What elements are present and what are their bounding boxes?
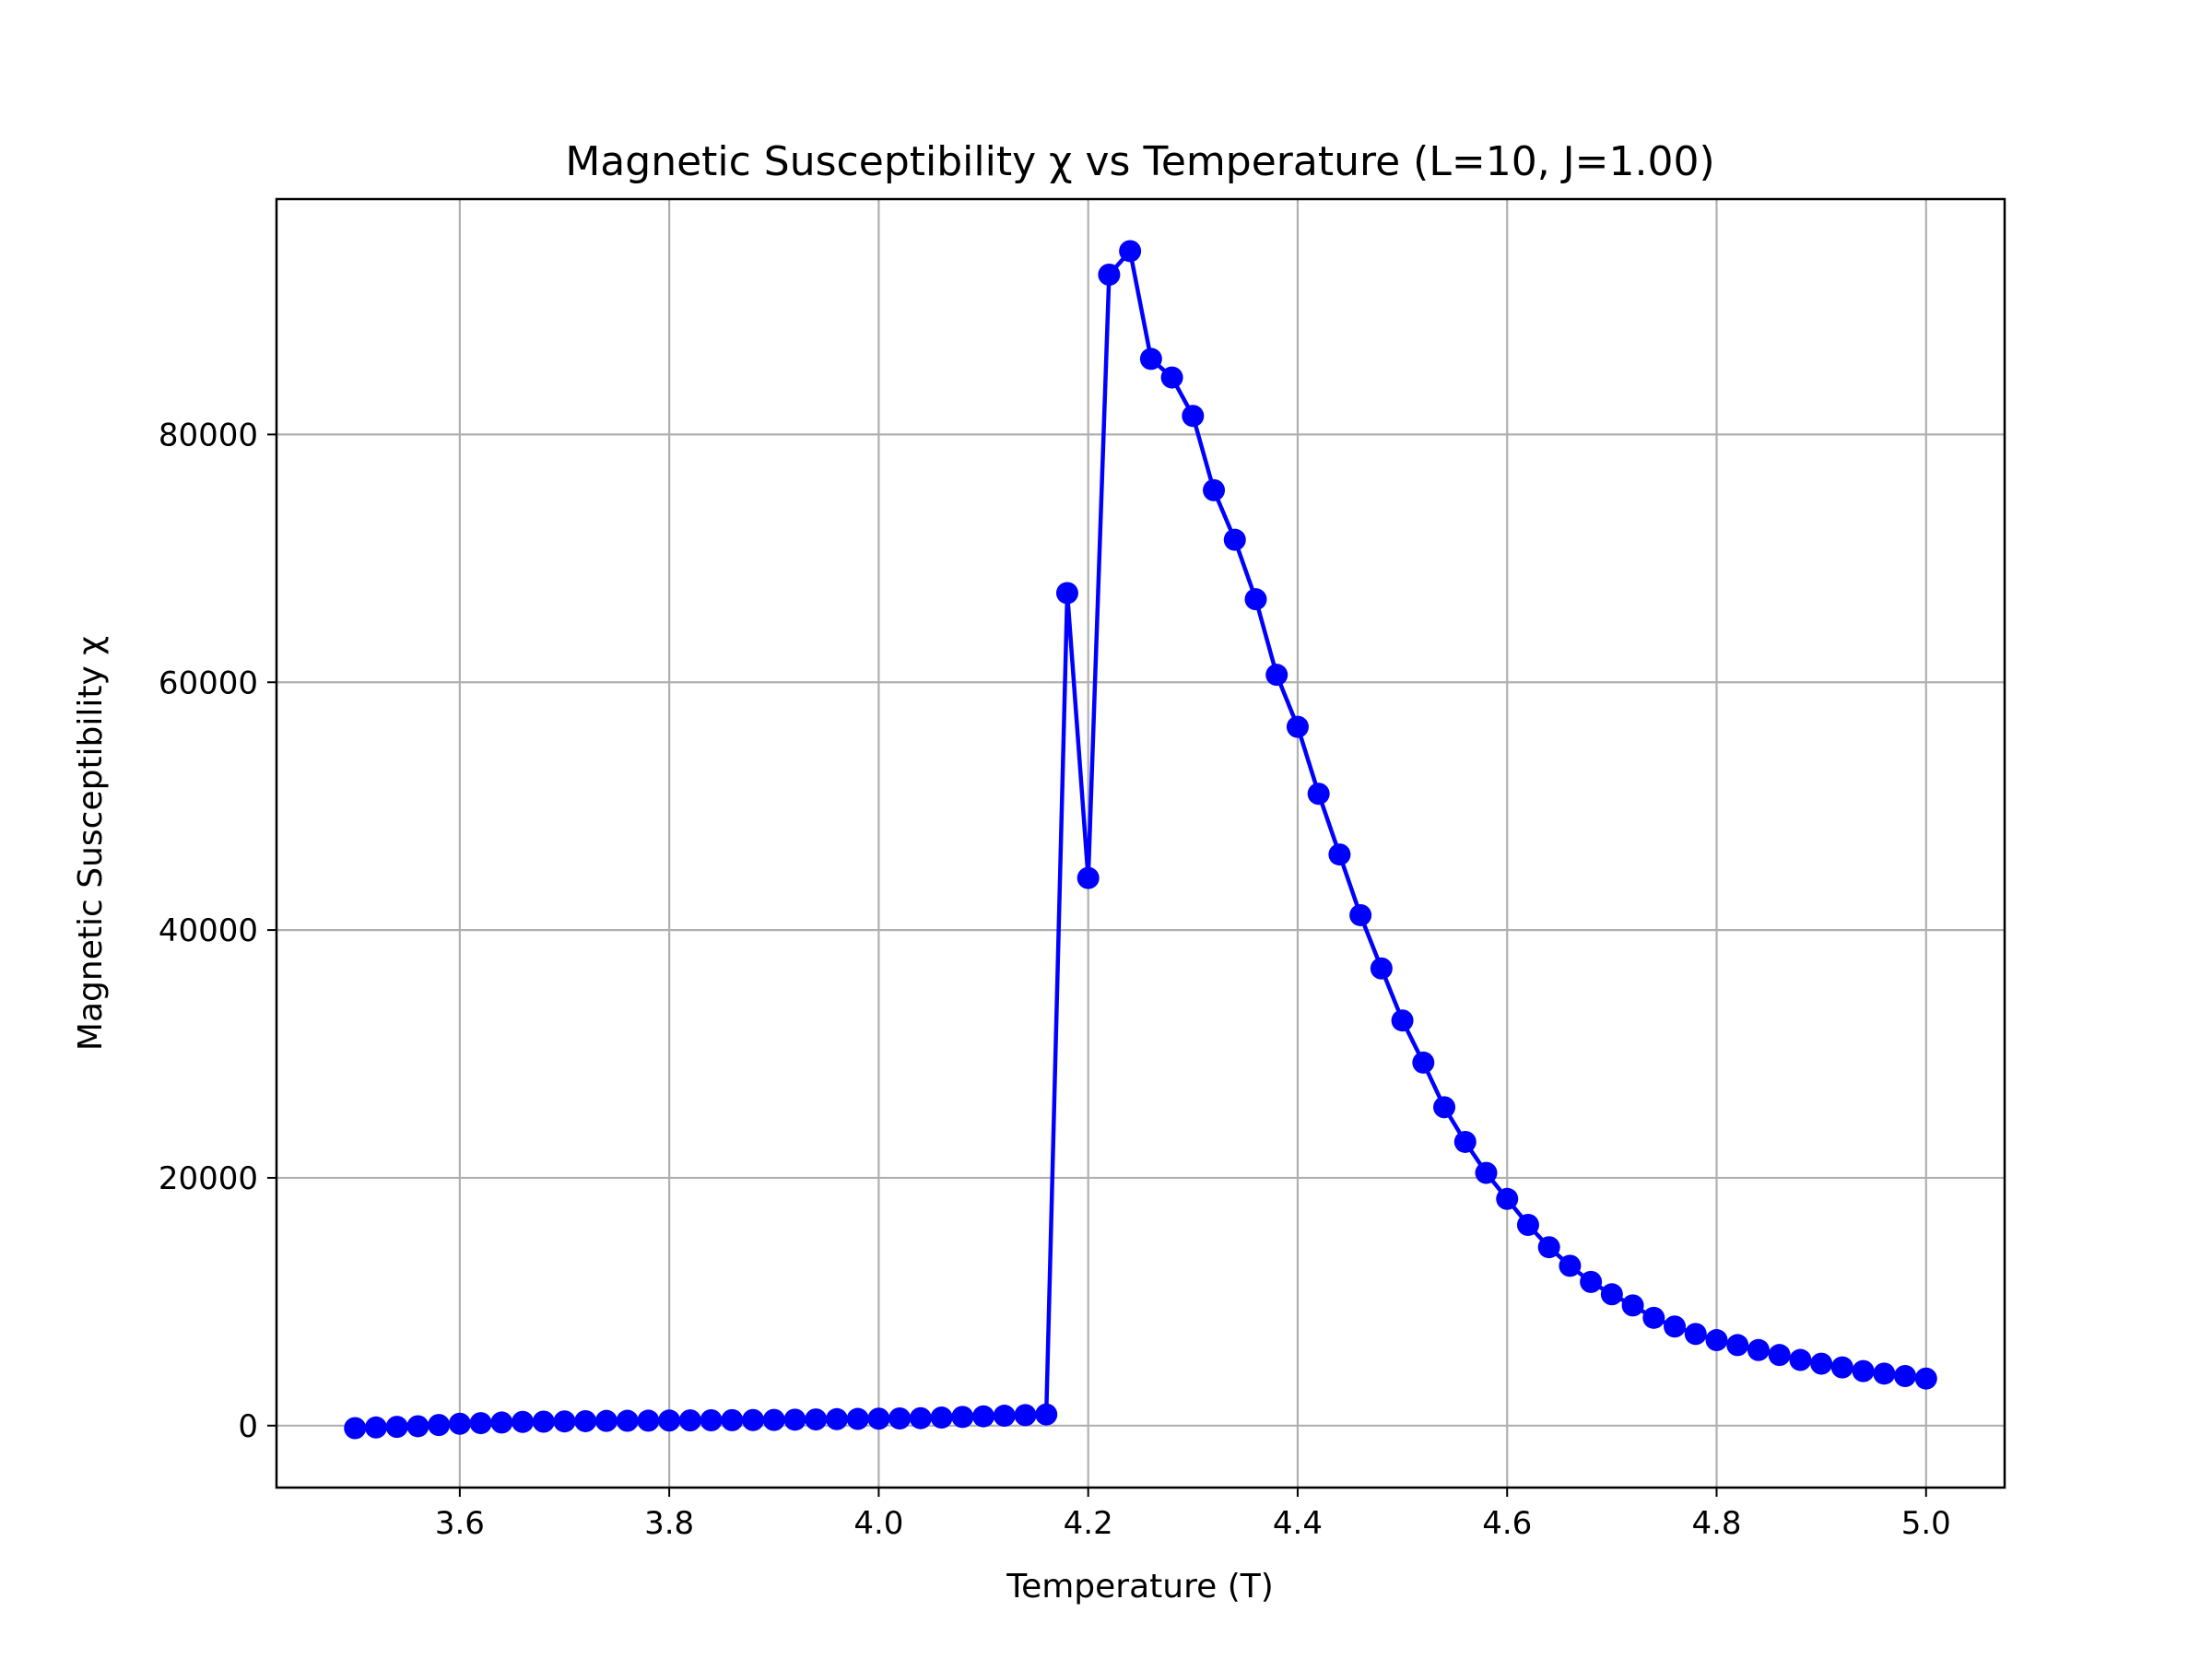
data-point [762,1408,785,1431]
data-point [1055,582,1078,605]
data-point [364,1416,387,1439]
data-point [532,1410,555,1433]
data-point [1684,1323,1707,1346]
grid [276,199,2005,1488]
x-tick-label: 4.8 [1691,1505,1741,1542]
data-point [1098,263,1121,286]
data-point [1642,1306,1665,1329]
x-tick-label: 4.0 [853,1505,903,1542]
x-tick-label: 5.0 [1901,1505,1951,1542]
data-point [825,1407,848,1430]
data-point [1307,782,1330,806]
data-point [721,1408,744,1431]
chart-title: Magnetic Susceptibility χ vs Temperature… [565,138,1714,185]
data-point [1203,478,1226,501]
data-point [1223,528,1246,551]
data-point [1182,405,1205,428]
y-tick-label: 40000 [159,912,258,949]
data-point [512,1410,535,1433]
data-point [1139,347,1162,371]
data-point [1747,1338,1770,1361]
data-point [616,1409,639,1432]
data-point [1894,1365,1917,1388]
data-point [1600,1283,1623,1306]
data-point [428,1414,451,1437]
data-point [909,1406,932,1430]
data-point [1768,1344,1791,1367]
data-point [385,1416,408,1439]
data-point [742,1408,765,1431]
data-point [1119,240,1142,263]
data-point [1265,664,1288,687]
data-point [1726,1334,1749,1357]
data-point [1475,1161,1498,1184]
data-point [1453,1130,1477,1153]
data-point [1391,1009,1414,1032]
x-tick-label: 4.2 [1064,1505,1113,1542]
data-point [1580,1270,1603,1293]
data-point [469,1412,492,1435]
data-point [1516,1214,1539,1237]
data-point [1077,866,1100,889]
data-point [805,1408,828,1431]
data-point [553,1410,576,1433]
data-point [993,1405,1016,1428]
data-point [1349,903,1372,926]
data-point [406,1415,429,1438]
data-point [1705,1329,1728,1352]
data-point [700,1409,723,1432]
ticks: 3.6 3.8 4.0 4.2 4.4 4.6 4.8 5.0 0 20000 40000 60000… [159,417,1951,1542]
data-point [1496,1187,1519,1210]
data-point [1412,1051,1435,1074]
y-tick-label: 60000 [159,665,258,701]
data-point [344,1417,367,1440]
y-tick-label: 0 [238,1408,258,1445]
y-tick-label: 80000 [159,417,258,453]
data-point [846,1407,869,1430]
data-point [1035,1403,1058,1426]
data-point [1537,1236,1560,1259]
data-point [1664,1315,1687,1338]
x-tick-label: 3.8 [644,1505,694,1542]
data-point [930,1406,953,1430]
series-layer [344,240,1937,1440]
data-point [1328,843,1351,866]
data-point [1789,1348,1812,1371]
data-point [1559,1254,1582,1277]
data-point [1433,1096,1456,1119]
data-point [490,1411,513,1434]
data-point [637,1409,660,1432]
data-point [1244,588,1267,611]
data-point [1810,1352,1833,1375]
x-tick-label: 4.6 [1482,1505,1532,1542]
data-point [594,1409,618,1432]
y-tick-label: 20000 [159,1160,258,1197]
data-point [1286,715,1309,738]
data-point [678,1409,701,1432]
x-tick-label: 4.4 [1273,1505,1323,1542]
data-point [1914,1367,1937,1390]
data-point [448,1412,471,1435]
data-point [1160,366,1183,389]
data-point [951,1406,974,1429]
data-point [1852,1359,1875,1382]
plot-frame [275,197,2006,1489]
data-point [1830,1356,1853,1379]
data-point [658,1409,681,1432]
data-point [574,1409,597,1432]
data-point [783,1408,806,1431]
x-axis-label: Temperature (T) [1006,1568,1274,1606]
data-point [1014,1404,1037,1427]
data-point [888,1406,912,1430]
x-tick-label: 3.6 [435,1505,485,1542]
data-point [1873,1362,1896,1385]
y-axis-label: Magnetic Susceptibility χ [72,636,110,1051]
data-point [972,1405,995,1428]
data-point [867,1407,890,1430]
data-point [1370,957,1393,980]
data-point [1621,1294,1644,1317]
